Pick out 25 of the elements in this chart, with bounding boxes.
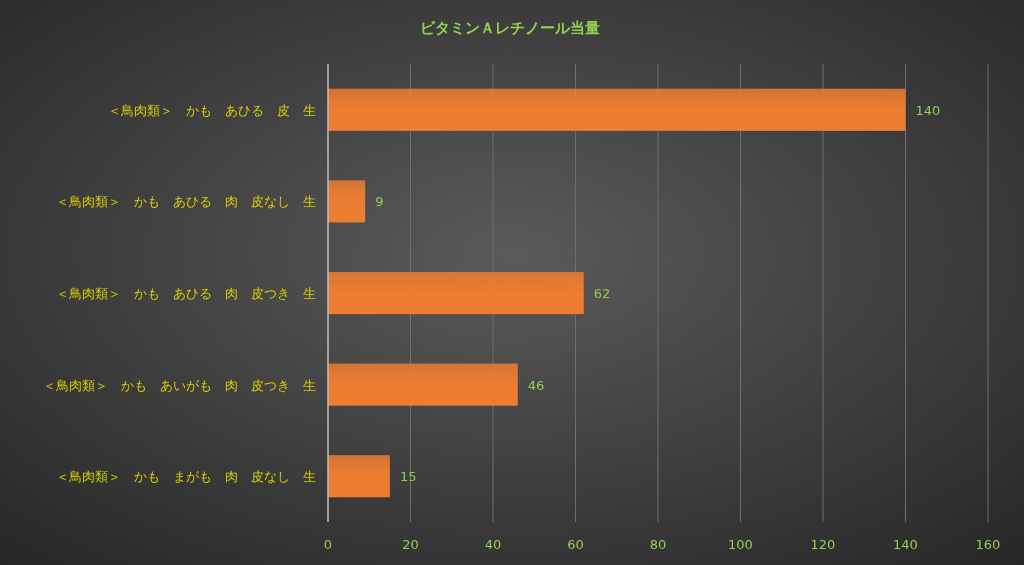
bar xyxy=(328,363,518,406)
x-tick-label: 0 xyxy=(323,537,333,552)
x-tick-label: 20 xyxy=(402,537,419,552)
data-label: 15 xyxy=(399,469,417,485)
chart-title: ビタミンＡレチノール当量 xyxy=(420,19,600,37)
bar xyxy=(328,271,584,315)
x-tick-label: 160 xyxy=(975,537,1001,552)
x-tick-label: 140 xyxy=(893,537,918,552)
x-tick-label: 80 xyxy=(649,537,667,552)
bar xyxy=(328,180,366,223)
data-label: 46 xyxy=(527,377,545,393)
data-label: 62 xyxy=(593,286,611,301)
y-tick-label: ＜鳥肉類＞ かも あひる 皮 生 xyxy=(108,102,316,118)
x-tick-label: 40 xyxy=(484,537,502,552)
data-label: 9 xyxy=(375,194,384,210)
bar xyxy=(328,455,390,498)
y-tick-label: ＜鳥肉類＞ かも あひる 肉 皮なし 生 xyxy=(56,194,316,210)
x-tick-label: 100 xyxy=(728,537,753,552)
y-tick-label: ＜鳥肉類＞ かも あいがも 肉 皮つき 生 xyxy=(43,377,316,393)
data-label: 140 xyxy=(915,102,941,118)
x-tick-label: 60 xyxy=(567,537,584,552)
y-tick-label: ＜鳥肉類＞ かも まがも 肉 皮なし 生 xyxy=(56,469,316,485)
bar xyxy=(328,88,906,131)
y-tick-label: ＜鳥肉類＞ かも あひる 肉 皮つき 生 xyxy=(56,286,316,301)
x-tick-label: 120 xyxy=(810,537,836,552)
